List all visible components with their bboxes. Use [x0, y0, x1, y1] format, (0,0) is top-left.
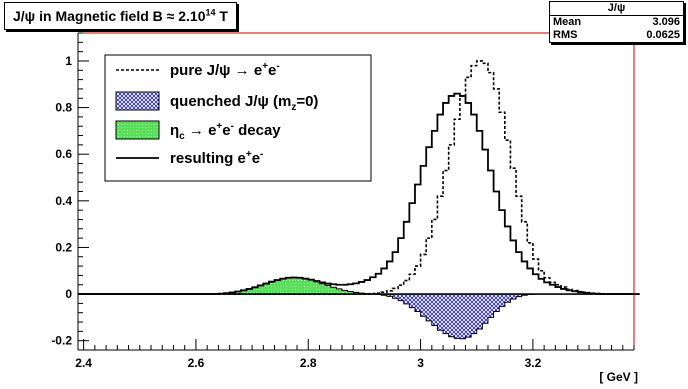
legend-label-part: +: [262, 61, 268, 72]
legend-label-part: η: [170, 122, 179, 139]
stats-rms-row: RMS 0.0625: [550, 29, 683, 42]
y-tick-label: 1: [65, 54, 72, 68]
legend-label-part: -: [231, 121, 234, 132]
chart-title: J/ψ in Magnetic field B ≈ 2.1014 T: [4, 2, 237, 30]
stats-rms-value: 0.0625: [646, 29, 680, 41]
legend-box: [104, 54, 372, 182]
legend-key-etac: [115, 120, 160, 140]
legend-label-part: c: [179, 131, 185, 142]
legend-label-3: ηc → e+e- decay: [170, 121, 281, 142]
stats-mean-row: Mean 3.096: [550, 16, 683, 29]
legend-label-part: e: [252, 150, 260, 167]
legend-label-part: e: [268, 62, 276, 79]
stats-mean-value: 3.096: [652, 16, 680, 28]
x-axis-label: [ GeV ]: [599, 370, 638, 384]
title-exponent: 14: [205, 7, 216, 18]
legend-label-part: e: [222, 122, 230, 139]
stats-box: J/ψ Mean 3.096 RMS 0.0625: [549, 1, 684, 43]
series-resulting-line: [78, 92, 640, 295]
stats-mean-label: Mean: [553, 16, 582, 28]
legend-label-part: decay: [234, 122, 281, 139]
legend-label-part: quenched J/ψ (m: [170, 93, 291, 110]
legend-label-part: -: [260, 149, 263, 160]
y-tick-label: 0.6: [55, 147, 72, 161]
legend-label-part: z: [291, 102, 296, 113]
stats-rms-label: RMS: [553, 29, 578, 41]
legend-label-4: resulting e+e-: [170, 149, 263, 167]
x-tick-label: 2.4: [75, 356, 92, 370]
x-tick-label: 3.2: [525, 356, 542, 370]
stats-name: J/ψ: [550, 2, 683, 16]
y-tick-label: 0: [65, 287, 72, 301]
legend-key-quenched: [115, 91, 160, 111]
legend-label-part: → e: [185, 122, 217, 139]
title-text: J/ψ in Magnetic field B ≈ 2.10: [13, 8, 206, 24]
y-tick-label: 0.8: [55, 101, 72, 115]
legend-label-2: quenched J/ψ (mz=0): [170, 93, 318, 113]
y-tick-label: -0.2: [51, 334, 72, 348]
y-tick-label: 0.4: [55, 194, 72, 208]
legend-label-part: -: [276, 61, 279, 72]
legend-label-part: +: [216, 121, 222, 132]
y-tick-label: 0.2: [55, 240, 72, 254]
legend-label-part: +: [246, 149, 252, 160]
title-unit: T: [215, 8, 228, 24]
x-tick-label: 2.8: [300, 356, 317, 370]
x-tick-label: 2.6: [188, 356, 205, 370]
x-tick-label: 3: [417, 356, 424, 370]
legend-label-part: resulting e: [170, 150, 246, 167]
legend-label-1: pure J/ψ → e+e-: [170, 61, 280, 79]
legend-label-part: pure J/ψ → e: [170, 62, 262, 79]
legend-label-part: =0): [296, 93, 318, 110]
